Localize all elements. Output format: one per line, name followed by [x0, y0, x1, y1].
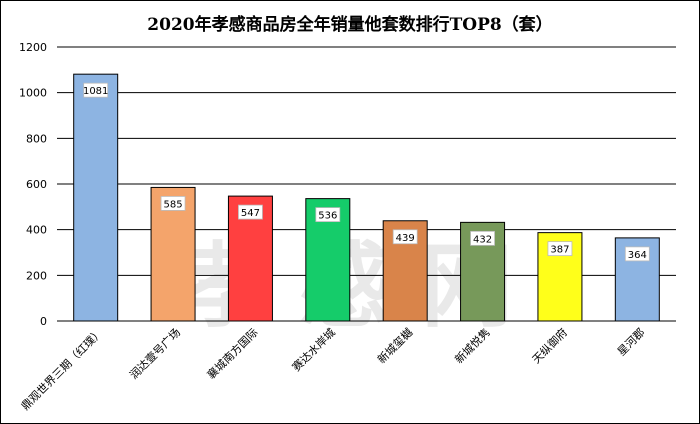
y-tick-label: 400	[26, 224, 47, 237]
y-tick-label: 0	[40, 315, 47, 328]
data-label: 439	[396, 233, 415, 244]
data-label-box	[547, 241, 573, 257]
chart-title: 2020年孝感商品房全年销量他套数排行TOP8（套）	[147, 15, 553, 35]
x-category-label: 鼎观世界三期（红璞）	[19, 326, 106, 413]
data-label: 387	[550, 245, 569, 256]
bar	[614, 237, 660, 322]
data-label-box	[83, 82, 109, 98]
x-category-label: 润达壹号广场	[127, 325, 184, 382]
data-label-box	[315, 207, 341, 223]
data-label-box	[470, 230, 495, 246]
y-tick-label: 1200	[19, 41, 47, 54]
data-label-box	[624, 246, 650, 262]
y-tick-label: 600	[26, 178, 47, 191]
data-label: 432	[473, 234, 492, 245]
data-label: 536	[318, 211, 337, 222]
data-label: 364	[628, 250, 647, 261]
data-label: 547	[241, 208, 260, 219]
y-tick-label: 1000	[19, 87, 47, 100]
y-tick-label: 200	[26, 269, 47, 282]
data-label: 585	[164, 199, 183, 210]
x-category-label: 星河郡	[615, 326, 648, 359]
y-tick-label: 800	[26, 132, 47, 145]
data-label-box	[238, 204, 263, 220]
bar	[73, 73, 119, 322]
data-label: 1081	[83, 86, 108, 97]
data-label-box	[160, 196, 186, 211]
data-label-box	[392, 229, 418, 245]
